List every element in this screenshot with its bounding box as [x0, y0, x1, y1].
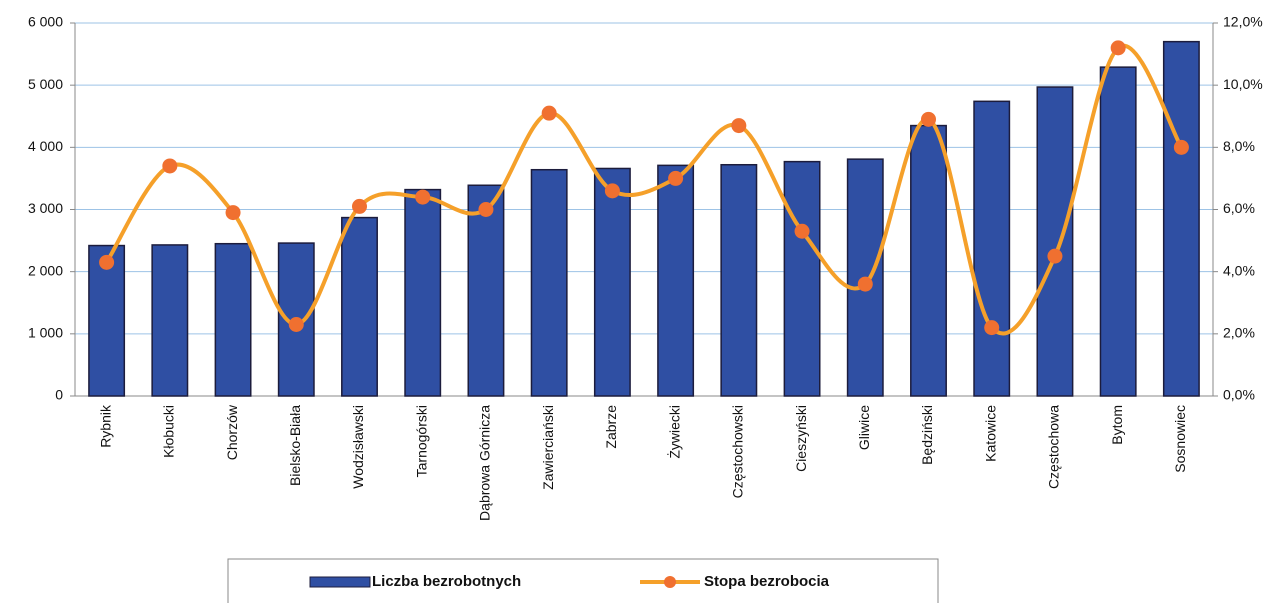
legend-swatch: [309, 576, 371, 588]
y-tick-label: 3 000: [28, 200, 63, 216]
y-tick-label: 4 000: [28, 138, 63, 154]
marker: [731, 118, 747, 134]
bar: [657, 164, 695, 397]
x-tick-label: Rybnik: [97, 404, 113, 448]
legend-marker: [664, 576, 676, 588]
y-tick-label: 5 000: [28, 76, 63, 92]
bar: [88, 244, 126, 397]
marker: [415, 189, 431, 205]
y-tick-label: 0: [55, 387, 63, 403]
x-tick-label: Chorzów: [224, 404, 240, 460]
bar: [530, 168, 568, 397]
x-tick-label: Sosnowiec: [1172, 405, 1188, 473]
bar: [593, 167, 631, 397]
y2-tick-label: 2,0%: [1223, 325, 1255, 341]
marker: [99, 254, 115, 270]
y-tick-label: 6 000: [28, 14, 63, 30]
bar: [1099, 66, 1137, 397]
marker: [352, 198, 367, 214]
x-tick-label: Zabrze: [603, 405, 619, 449]
marker: [984, 320, 1000, 336]
marker: [225, 205, 241, 221]
marker: [1173, 139, 1189, 155]
line: [104, 43, 1184, 336]
x-tick-label: Cieszyński: [793, 405, 809, 472]
y-tick-label: 2 000: [28, 262, 63, 278]
x-tick-label: Wodzisławski: [350, 405, 366, 489]
marker: [921, 111, 936, 127]
marker: [794, 223, 810, 239]
y2-tick-label: 8,0%: [1223, 138, 1255, 154]
y-tick-label: 1 000: [28, 325, 63, 341]
y2-tick-label: 10,0%: [1223, 76, 1263, 92]
bar: [151, 244, 189, 397]
x-tick-label: Bytom: [1109, 405, 1125, 445]
marker: [541, 105, 557, 121]
marker: [604, 183, 620, 199]
x-tick-label: Tarnogórski: [413, 405, 429, 477]
x-tick-label: Żywiecki: [665, 405, 682, 459]
bar: [214, 242, 252, 397]
x-tick-label: Dąbrowa Górnicza: [477, 405, 493, 521]
marker: [668, 170, 684, 186]
x-tick-label: Katowice: [982, 405, 998, 462]
marker: [478, 202, 494, 217]
y2-tick-label: 0,0%: [1223, 387, 1255, 403]
bar: [341, 216, 378, 397]
x-tick-label: Bielsko-Biała: [287, 405, 303, 486]
x-tick-label: Gliwice: [856, 405, 872, 450]
legend-label: Stopa bezrobocia: [704, 573, 830, 590]
y2-tick-label: 12,0%: [1223, 14, 1263, 30]
x-tick-label: Częstochowski: [730, 405, 746, 498]
marker: [1047, 248, 1063, 264]
bar: [720, 163, 758, 397]
bar: [404, 188, 442, 397]
y2-tick-label: 4,0%: [1223, 262, 1255, 278]
x-tick-label: Kłobucki: [161, 405, 177, 458]
bar: [1162, 40, 1200, 397]
x-tick-label: Zawierciański: [540, 405, 556, 490]
marker: [162, 158, 178, 174]
marker: [857, 276, 873, 292]
y2-tick-label: 6,0%: [1223, 200, 1255, 216]
bar: [467, 184, 505, 397]
marker: [288, 317, 304, 333]
marker: [1110, 40, 1126, 56]
bar: [1036, 86, 1074, 397]
bar: [783, 160, 821, 397]
bar: [973, 100, 1011, 397]
x-tick-label: Częstochowa: [1046, 405, 1062, 489]
x-tick-label: Będziński: [919, 405, 935, 465]
bar: [910, 124, 947, 397]
legend-label: Liczba bezrobotnych: [372, 573, 521, 590]
